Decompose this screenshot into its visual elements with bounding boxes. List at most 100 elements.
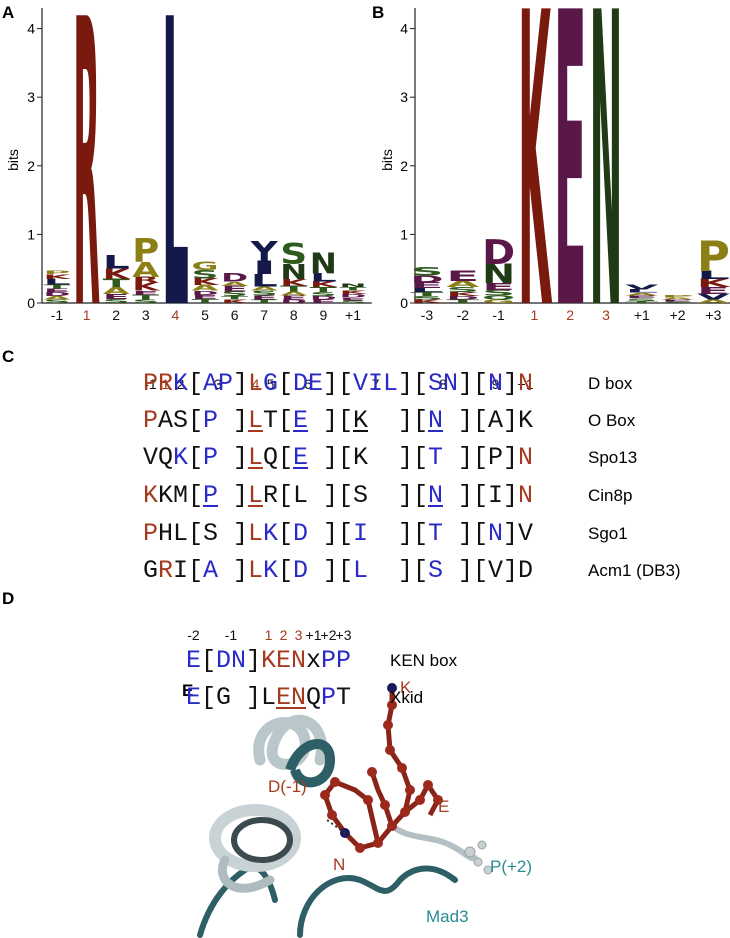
residue-label: K [400,678,412,697]
sequence-segment: L [353,556,368,585]
panel-label: C [2,347,14,366]
position-label: 6 [304,376,312,392]
logo-letter: D [280,299,307,304]
sequence-segment: [ [201,646,216,675]
logo-letter: A [221,281,249,288]
position-label: -1 [144,376,157,392]
sequence-segment: P [203,443,218,472]
sequence-segment: [ [188,369,203,398]
motif-name: Xkid [390,688,423,707]
logo-letter: T [411,291,445,298]
sequence-segment: VIL [353,369,398,398]
sequence-segment: N [518,481,533,510]
logo-letter: G [192,260,219,273]
logo-letter: Y [250,236,279,267]
y-tick-label: 1 [400,226,408,242]
logo-letter: E [310,299,337,305]
logo-letter: S [411,295,444,300]
y-tick-label: 0 [27,295,35,311]
sequence-segment: I [353,519,368,548]
logo-letter: K [411,299,446,304]
sequence-segment: SN [428,369,458,398]
sequence-segment: [ [278,519,293,548]
logo-letter: N [280,261,307,285]
position-label: -1 [225,627,238,643]
sequence-segment: K [173,369,188,398]
logo-letter: E [221,284,248,293]
position-label: 2 [280,627,288,643]
logo-letter: K [697,277,730,290]
logo-letter: K [221,299,249,304]
logo-letter: K [103,266,132,282]
sequence-segment: ] [218,556,248,585]
logo-letter: A [697,299,730,304]
position-label: +3 [336,627,352,643]
x-tick-label: 2 [112,307,120,323]
sequence-segment: AS[ [158,406,203,435]
residue-label: P(+2) [490,857,532,876]
sequence-segment: ] [218,481,248,510]
sequence-segment: x [306,646,321,675]
protein-label: Mad3 [426,907,469,926]
y-tick-label: 1 [27,226,35,242]
logo-letter: E [340,297,367,301]
sequence-segment: [ [278,369,293,398]
logo-letter: S [310,291,337,298]
position-label: 3 [295,627,303,643]
logo-letter: E [554,0,587,398]
logo-letter: K [518,0,553,399]
residue-label: E [438,797,449,816]
x-tick-label: -2 [457,307,470,323]
sequence-segment: DE [293,369,323,398]
sequence-segment: ][ [308,519,353,548]
logo-letter: E [482,282,515,293]
logo-letter: S [625,297,658,301]
sequence-segment: PP [321,646,351,675]
panel-label: A [2,3,14,22]
x-tick-label: +2 [670,307,686,323]
x-tick-label: +3 [705,307,721,323]
x-tick-label: +1 [345,307,361,323]
logo-letter: S [411,265,444,278]
logo-letter: P [44,270,71,275]
sequence-segment: ] [218,443,248,472]
logo-letter: L [103,251,130,273]
sequence-segment: R [158,556,173,585]
position-label: 4 [252,376,260,392]
logo-letter: A [280,290,308,297]
sequence-segment: KEN [261,646,306,675]
x-tick-label: 8 [290,307,298,323]
sequence-segment: ] [246,646,261,675]
logo-letter: P [132,233,159,271]
logo-letter: S [132,299,159,304]
position-label: 5 [267,376,275,392]
sequence-segment: L [248,481,263,510]
sequence-segment: VQ [143,443,173,472]
sequence-segment: D [293,519,308,548]
sequence-segment: KM[ [158,481,203,510]
logo-letter: S [661,301,694,303]
logo-letter: N [590,0,623,399]
sequence-segment: ][ [443,519,488,548]
x-tick-label: -1 [51,307,64,323]
logo-letter: E [103,293,130,301]
logo-letter: D [411,274,444,285]
logo-letter: R [73,0,100,397]
sequence-segment: E [186,646,201,675]
sequence-segment: L [248,406,263,435]
sequence-segment: K [143,481,158,510]
logo-letter: D [192,289,219,296]
logo-letter: S [221,290,248,298]
logo-letter: A [192,284,220,293]
sequence-segment: ][ [308,556,353,585]
logo-letter: K [446,291,481,297]
x-tick-label: 1 [83,307,91,323]
sequence-segment: ][K ][ [308,443,428,472]
logo-letter: L [310,272,337,285]
sequence-segment: N [428,481,443,510]
sequence-segment: K [173,443,188,472]
x-tick-label: 5 [201,307,209,323]
sequence-segment: D [293,556,308,585]
panel-label: D [2,589,14,608]
logo-letter: L [625,288,658,293]
